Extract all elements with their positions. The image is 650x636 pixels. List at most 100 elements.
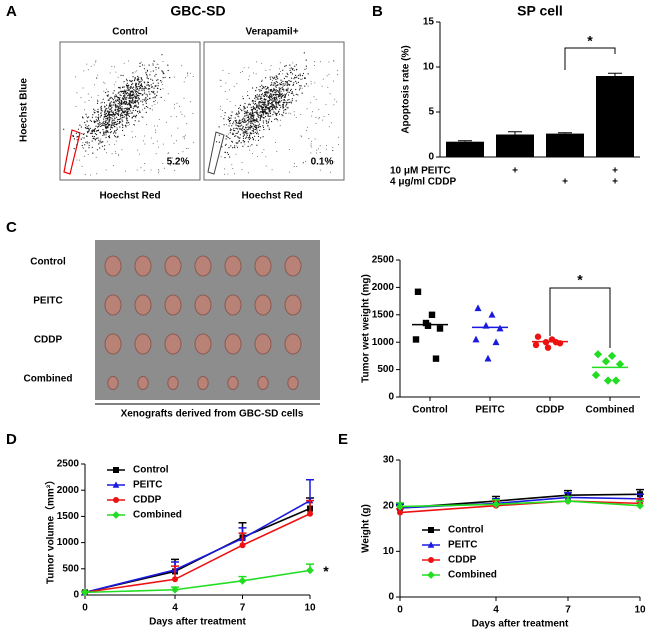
panel-label: C (6, 219, 17, 236)
flow-dot (248, 137, 250, 139)
series-line (84, 513, 311, 594)
flow-dot (124, 101, 126, 103)
flow-dot (261, 113, 263, 116)
flow-dot (277, 95, 279, 97)
flow-dot (169, 77, 171, 79)
flow-dot (145, 97, 147, 99)
flow-dot (98, 120, 100, 122)
flow-dot (102, 129, 104, 131)
flow-dot (108, 124, 110, 126)
flow-dot (76, 159, 78, 161)
flow-dot (152, 82, 154, 84)
tumor (227, 376, 239, 390)
flow-dot (282, 108, 284, 110)
flow-dot (263, 93, 266, 95)
panel-label: B (372, 3, 383, 20)
flow-dot (84, 174, 86, 175)
gate (63, 129, 81, 175)
flow-dot (231, 111, 233, 113)
flow-dot (297, 74, 299, 76)
condition-mark: + (612, 177, 618, 188)
marker (593, 350, 603, 359)
flow-dot (227, 136, 229, 139)
flow-dot (100, 112, 102, 114)
flow-dot (240, 128, 242, 130)
marker (428, 557, 434, 563)
flow-dot (167, 64, 169, 66)
flow-dot (125, 96, 127, 98)
flow-dot (131, 131, 133, 133)
flow-dot (237, 130, 239, 132)
flow-dot (113, 66, 115, 68)
flow-dot (113, 122, 115, 124)
flow-dot (265, 105, 267, 107)
flow-dot (298, 89, 301, 91)
flow-dot (279, 94, 281, 96)
flow-dot (234, 173, 236, 175)
flow-dot (252, 106, 254, 108)
flow-dot (155, 69, 157, 71)
flow-dot (132, 136, 134, 138)
flow-dot (265, 156, 267, 158)
flow-dot (231, 140, 233, 142)
flow-dot (101, 101, 103, 103)
chart-title: SP cell (517, 3, 563, 19)
bar (496, 134, 534, 157)
tumor (254, 294, 272, 316)
flow-dot (138, 120, 140, 122)
flow-dot (229, 128, 232, 130)
flow-dot (252, 129, 254, 131)
flow-dot (133, 86, 135, 88)
flow-dot (103, 113, 105, 115)
flow-dot (282, 85, 284, 87)
flow-dot (125, 103, 127, 105)
flow-dot (279, 101, 281, 103)
flow-dot (276, 76, 278, 78)
flow-dot (123, 62, 125, 64)
flow-dot (262, 122, 265, 124)
flow-dot (291, 91, 293, 93)
flow-dot (128, 60, 129, 62)
flow-dot (95, 61, 97, 63)
flow-dot (128, 93, 130, 95)
flow-dot (297, 81, 299, 83)
flow-dot (109, 104, 111, 106)
flow-dot (252, 130, 255, 132)
legend-label: PEITC (448, 540, 477, 551)
flow-dot (269, 99, 271, 101)
flow-dot (228, 116, 230, 118)
flow-dot (96, 149, 98, 151)
flow-dot (267, 121, 270, 123)
flow-dot (258, 108, 261, 110)
flow-dot (149, 97, 151, 99)
flow-dot (156, 79, 158, 81)
flow-dot (310, 143, 312, 145)
flow-dot (274, 105, 276, 107)
flow-dot (328, 73, 330, 75)
flow-dot (278, 92, 281, 94)
flow-dot (106, 122, 108, 124)
flow-dot (247, 116, 249, 118)
flow-dot (271, 108, 273, 111)
flow-dot (305, 130, 307, 132)
flow-dot (255, 73, 257, 75)
flow-dot (249, 145, 251, 147)
panel-label: A (6, 3, 17, 20)
flow-dot (130, 96, 132, 98)
flow-dot (126, 93, 128, 95)
marker (412, 336, 420, 343)
flow-dot (128, 90, 130, 92)
flow-dot (262, 102, 264, 104)
flow-dot (259, 105, 261, 107)
flow-dot (178, 153, 180, 154)
flow-dot (265, 98, 267, 100)
flow-dot (219, 79, 221, 81)
flow-dot (130, 86, 133, 88)
flow-dot (134, 104, 136, 107)
flow-dot (122, 102, 125, 104)
flow-dot (249, 125, 252, 127)
flow-dot (283, 88, 285, 90)
flow-dot (242, 98, 244, 100)
flow-dot (94, 109, 96, 111)
flow-dot (239, 104, 241, 106)
